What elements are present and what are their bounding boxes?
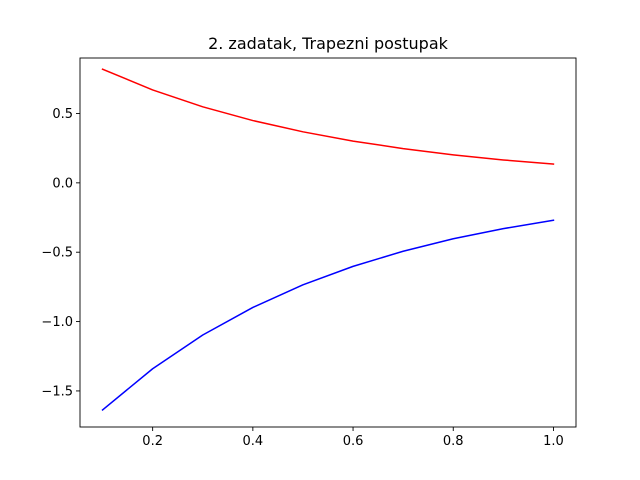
chart-title: 2. zadatak, Trapezni postupak [208,34,449,53]
y-tick-label: 0.0 [52,176,73,191]
y-tick-label: −1.0 [41,315,73,330]
y-tick-label: −1.5 [41,384,73,399]
y-tick-label: 0.5 [52,107,73,122]
plot-area: 0.2 0.4 0.6 0.8 1.0 −1.5 −1.0 −0.5 0.0 0.5 [41,57,577,449]
x-tick-label: 1.0 [543,434,564,449]
series-line-2 [101,219,555,411]
x-tick-label: 0.8 [443,434,464,449]
y-tick-label: −0.5 [41,246,73,261]
series-line-1 [101,68,555,165]
x-tick-label: 0.6 [343,434,364,449]
axes-frame [79,57,577,428]
x-tick-label: 0.4 [243,434,264,449]
x-tick-label: 0.2 [142,434,163,449]
